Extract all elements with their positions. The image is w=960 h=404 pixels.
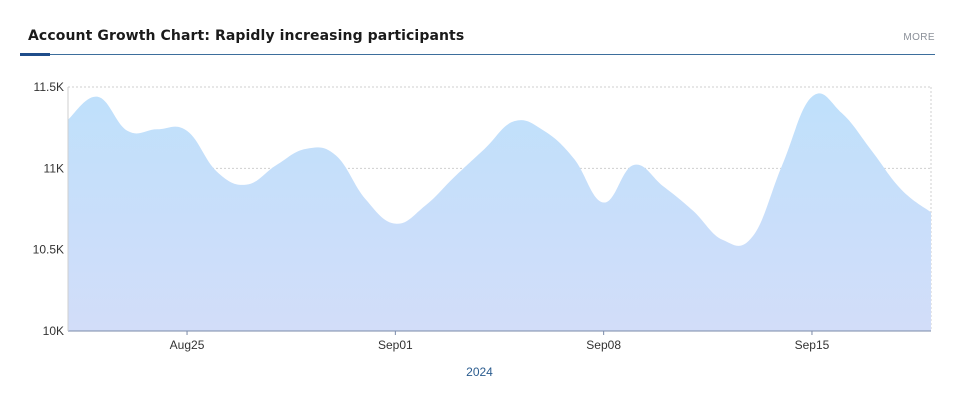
grid-lines xyxy=(68,86,932,331)
x-axis-ticks: Aug25 Sep01 Sep08 Sep15 xyxy=(170,331,830,352)
y-tick-label: 11K xyxy=(44,161,64,175)
area-series xyxy=(68,93,931,331)
chart-title: Account Growth Chart: Rapidly increasing… xyxy=(28,28,465,44)
x-axis-label: 2024 xyxy=(466,365,493,379)
y-axis-ticks: 10K 10.5K 11K 11.5K xyxy=(33,80,64,338)
x-tick-label: Aug25 xyxy=(170,338,205,352)
x-tick-label: Sep01 xyxy=(378,338,413,352)
x-tick-label: Sep08 xyxy=(586,338,621,352)
axes xyxy=(67,87,931,332)
y-tick-label: 11.5K xyxy=(34,80,64,94)
header-divider xyxy=(20,54,935,55)
x-tick-label: Sep15 xyxy=(795,338,830,352)
header-accent-bar xyxy=(20,53,50,56)
chart-header: Account Growth Chart: Rapidly increasing… xyxy=(20,0,935,56)
y-tick-label: 10.5K xyxy=(33,243,64,257)
area-series-fill xyxy=(68,93,931,331)
y-tick-label: 10K xyxy=(43,324,64,338)
more-link[interactable]: MORE xyxy=(903,32,935,43)
